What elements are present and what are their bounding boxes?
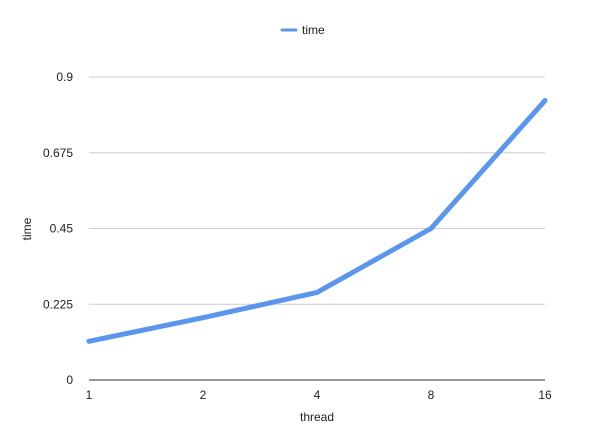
x-tick-label: 8 — [428, 388, 435, 402]
data-point — [542, 98, 548, 104]
y-tick-label: 0.9 — [56, 70, 73, 84]
x-tick-label: 2 — [200, 388, 207, 402]
gridlines — [89, 76, 545, 305]
x-tick-label: 4 — [314, 388, 321, 402]
y-tick-label: 0.45 — [50, 222, 74, 236]
x-axis-ticks: 1 2 4 8 16 — [86, 388, 552, 402]
data-point — [200, 315, 206, 321]
y-axis-ticks: 0 0.225 0.45 0.675 0.9 — [43, 70, 73, 387]
data-point — [428, 226, 434, 231]
y-tick-label: 0 — [66, 373, 73, 387]
data-points — [86, 98, 548, 344]
x-axis-title: thread — [300, 410, 334, 424]
y-axis-title: time — [20, 217, 34, 240]
x-tick-label: 16 — [538, 388, 552, 402]
data-point — [314, 289, 320, 295]
y-tick-label: 0.225 — [43, 297, 73, 311]
x-tick-label: 1 — [86, 388, 93, 402]
legend: time — [280, 23, 325, 37]
data-point — [86, 338, 92, 344]
series-line-time — [86, 98, 548, 344]
legend-label: time — [302, 23, 325, 37]
y-tick-label: 0.675 — [43, 146, 73, 160]
